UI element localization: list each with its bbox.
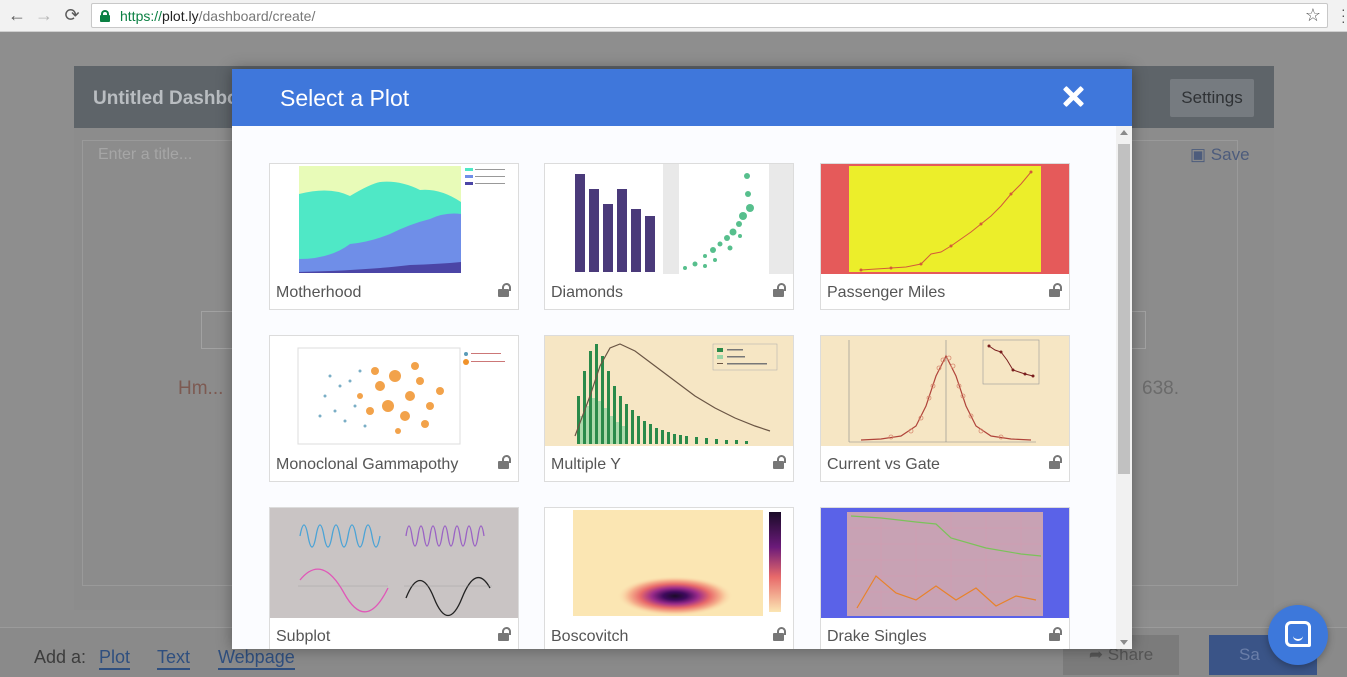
floppy-icon: ▣ xyxy=(1190,145,1207,164)
add-a-label: Add a: xyxy=(34,647,87,667)
plot-card-drake-singles[interactable]: Drake Singles xyxy=(820,507,1070,649)
unlock-icon xyxy=(773,283,787,297)
add-plot-link[interactable]: Plot xyxy=(99,647,131,670)
back-icon[interactable]: ← xyxy=(8,5,26,25)
add-text-link[interactable]: Text xyxy=(157,647,191,670)
plot-card-multiple-y[interactable]: Multiple Y xyxy=(544,335,794,482)
plot-card-label: Motherhood xyxy=(276,284,362,301)
modal-scrollbar[interactable] xyxy=(1116,126,1132,649)
plot-card-motherhood[interactable]: Motherhood xyxy=(269,163,519,310)
hm-number: 638. xyxy=(1142,378,1179,399)
settings-button[interactable]: Settings xyxy=(1170,79,1254,117)
plot-thumbnail xyxy=(270,164,518,274)
plot-thumbnail xyxy=(545,164,793,274)
share-icon: ➦ xyxy=(1088,645,1104,664)
reload-icon[interactable]: ⟳ xyxy=(64,5,80,25)
unlock-icon xyxy=(498,627,512,641)
plot-card-label: Current vs Gate xyxy=(827,456,940,473)
url-host: plot.ly xyxy=(162,8,199,24)
url-protocol: https:// xyxy=(120,8,163,24)
add-webpage-link[interactable]: Webpage xyxy=(218,647,295,670)
chat-launcher-button[interactable] xyxy=(1268,605,1328,665)
dashboard-title[interactable]: Untitled Dashbo xyxy=(93,88,239,109)
plot-card-diamonds[interactable]: Diamonds xyxy=(544,163,794,310)
scroll-down-icon[interactable] xyxy=(1120,640,1128,645)
browser-menu-icon[interactable]: · · · xyxy=(1341,1,1346,29)
plot-card-subplot[interactable]: Subplot xyxy=(269,507,519,649)
unlock-icon xyxy=(1049,455,1063,469)
save-label: Save xyxy=(1210,145,1250,164)
plot-card-label: Subplot xyxy=(276,628,331,645)
plot-card-label: Multiple Y xyxy=(551,456,621,473)
plot-thumbnail xyxy=(270,336,518,446)
plot-thumbnail xyxy=(821,336,1069,446)
hm-message: Hm... xyxy=(178,378,224,399)
unlock-icon xyxy=(773,627,787,641)
plot-thumbnail xyxy=(821,508,1069,618)
chat-icon xyxy=(1285,621,1311,647)
close-icon[interactable] xyxy=(1058,81,1090,113)
plot-card-label: Monoclonal Gammapothy xyxy=(276,456,459,473)
save-button-top[interactable]: ▣ Save xyxy=(1190,145,1250,165)
plot-card-passenger-miles[interactable]: Passenger Miles xyxy=(820,163,1070,310)
url-path: /dashboard/create/ xyxy=(198,8,316,24)
unlock-icon xyxy=(498,283,512,297)
unlock-icon xyxy=(773,455,787,469)
plot-card-label: Drake Singles xyxy=(827,628,927,645)
plot-thumbnail xyxy=(270,508,518,618)
share-label: Share xyxy=(1107,645,1154,664)
unlock-icon xyxy=(1049,283,1063,297)
plot-card-boscovitch[interactable]: Boscovitch xyxy=(544,507,794,649)
plot-card-label: Diamonds xyxy=(551,284,624,301)
unlock-icon xyxy=(1049,627,1063,641)
unlock-icon xyxy=(498,455,512,469)
select-plot-modal: Select a Plot Motherhood xyxy=(232,69,1132,649)
plot-card-current-vs-gate[interactable]: Current vs Gate xyxy=(820,335,1070,482)
bookmark-star-icon[interactable]: ☆ xyxy=(1304,5,1321,25)
lock-icon xyxy=(100,10,110,22)
scroll-thumb[interactable] xyxy=(1118,144,1130,474)
plot-thumbnail xyxy=(545,336,793,446)
plot-thumbnail xyxy=(821,164,1069,274)
dashboard-title-input[interactable]: Enter a title... xyxy=(98,146,193,163)
plot-gallery: Motherhood Diamonds xyxy=(232,126,1116,649)
forward-icon[interactable]: → xyxy=(35,5,53,25)
modal-title: Select a Plot xyxy=(280,85,410,111)
url-text: https://plot.ly/dashboard/create/ xyxy=(120,8,315,24)
scroll-up-icon[interactable] xyxy=(1120,130,1128,135)
plot-card-monoclonal-gammapothy[interactable]: Monoclonal Gammapothy xyxy=(269,335,519,482)
browser-toolbar: ← → ⟳ https://plot.ly/dashboard/create/ … xyxy=(0,0,1347,32)
plot-card-label: Boscovitch xyxy=(551,628,629,645)
plot-thumbnail xyxy=(545,508,793,618)
plot-card-label: Passenger Miles xyxy=(827,284,946,301)
modal-header: Select a Plot xyxy=(232,69,1132,126)
address-bar[interactable]: https://plot.ly/dashboard/create/ ☆ xyxy=(91,3,1328,28)
